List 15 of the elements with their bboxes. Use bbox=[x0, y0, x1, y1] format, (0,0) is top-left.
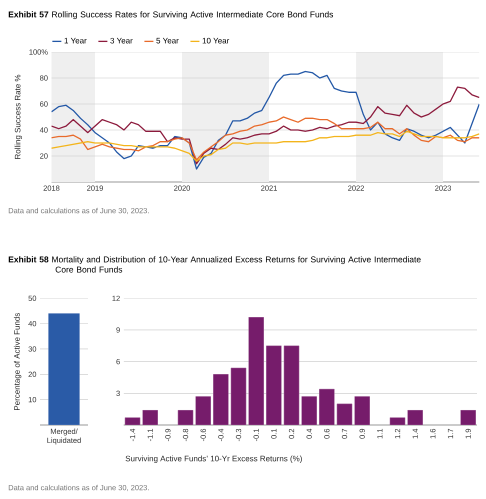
bar bbox=[266, 346, 282, 425]
text: Exhibit 58 Mortality and Distribution of 10-Year Annualized Excess Returns for Surviving Active Intermediate Core Bond Funds bbox=[8, 256, 421, 273]
bar bbox=[301, 396, 317, 425]
chart-title: Exhibit 57 Rolling Success Rates for Surviving Active Intermediate Core Bond Funds bbox=[8, 11, 334, 20]
bar bbox=[460, 410, 476, 425]
bar bbox=[407, 410, 423, 425]
bar bbox=[319, 388, 335, 425]
bar bbox=[248, 317, 264, 425]
bar bbox=[142, 410, 158, 425]
bar bbox=[195, 396, 211, 425]
bar bbox=[354, 396, 370, 425]
bar bbox=[213, 374, 229, 425]
bar bbox=[284, 346, 300, 425]
bar bbox=[230, 368, 246, 425]
bar bbox=[336, 404, 352, 425]
